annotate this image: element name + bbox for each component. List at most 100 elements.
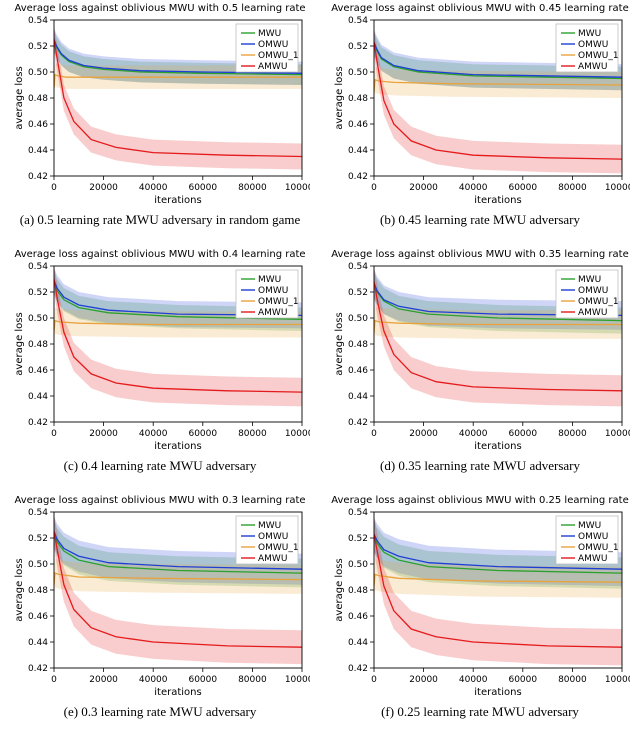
svg-text:0: 0: [371, 675, 377, 685]
svg-text:0.52: 0.52: [348, 534, 368, 544]
svg-text:40000: 40000: [459, 183, 488, 193]
svg-text:0.54: 0.54: [28, 16, 48, 26]
svg-text:0.48: 0.48: [28, 586, 48, 596]
plot-svg: 0.420.440.460.480.500.520.54020000400006…: [10, 16, 310, 206]
svg-text:0.54: 0.54: [348, 16, 368, 26]
plot-wrap: Average loss against oblivious MWU with …: [10, 248, 310, 452]
svg-text:80000: 80000: [238, 183, 267, 193]
svg-text:20000: 20000: [89, 183, 118, 193]
svg-text:20000: 20000: [409, 183, 438, 193]
ylabel: average loss: [334, 66, 345, 129]
svg-text:60000: 60000: [188, 675, 217, 685]
legend-label-MWU: MWU: [258, 275, 281, 285]
svg-text:0: 0: [51, 429, 57, 439]
svg-text:0.48: 0.48: [348, 94, 368, 104]
svg-text:60000: 60000: [508, 675, 537, 685]
plot-title: Average loss against oblivious MWU with …: [10, 494, 310, 508]
svg-text:40000: 40000: [139, 675, 168, 685]
svg-text:40000: 40000: [459, 675, 488, 685]
plot-svg: 0.420.440.460.480.500.520.54020000400006…: [330, 262, 630, 452]
plot-svg: 0.420.440.460.480.500.520.54020000400006…: [10, 508, 310, 698]
plot-wrap: Average loss against oblivious MWU with …: [330, 2, 630, 206]
legend-label-MWU: MWU: [258, 521, 281, 531]
caption-f: (f) 0.25 learning rate MWU adversary: [381, 704, 579, 722]
caption-b: (b) 0.45 learning rate MWU adversary: [380, 212, 580, 230]
svg-text:0.44: 0.44: [348, 146, 368, 156]
svg-text:0.54: 0.54: [28, 508, 48, 518]
svg-text:100000: 100000: [605, 675, 630, 685]
svg-text:0.44: 0.44: [28, 146, 48, 156]
legend-label-AMWU: AMWU: [258, 308, 287, 318]
svg-text:40000: 40000: [139, 183, 168, 193]
svg-text:0.48: 0.48: [28, 94, 48, 104]
panel-a: Average loss against oblivious MWU with …: [0, 0, 320, 246]
xlabel: iterations: [474, 195, 521, 206]
plot-title: Average loss against oblivious MWU with …: [330, 248, 630, 262]
svg-text:0: 0: [371, 183, 377, 193]
svg-text:0.42: 0.42: [348, 172, 368, 182]
legend-label-OMWU_1: OMWU_1: [258, 51, 299, 61]
legend-label-OMWU_1: OMWU_1: [578, 543, 619, 553]
legend-label-OMWU_1: OMWU_1: [578, 297, 619, 307]
plot-wrap: Average loss against oblivious MWU with …: [10, 2, 310, 206]
plot-title: Average loss against oblivious MWU with …: [330, 2, 630, 16]
svg-text:0.46: 0.46: [348, 120, 368, 130]
plot-wrap: Average loss against oblivious MWU with …: [330, 494, 630, 698]
svg-text:20000: 20000: [89, 675, 118, 685]
panel-f: Average loss against oblivious MWU with …: [320, 492, 640, 738]
svg-text:40000: 40000: [139, 429, 168, 439]
svg-text:0: 0: [371, 429, 377, 439]
legend-label-OMWU: OMWU: [578, 532, 608, 542]
svg-text:0.46: 0.46: [28, 120, 48, 130]
panel-d: Average loss against oblivious MWU with …: [320, 246, 640, 492]
svg-text:0.50: 0.50: [28, 560, 48, 570]
xlabel: iterations: [474, 687, 521, 698]
legend-label-MWU: MWU: [578, 275, 601, 285]
svg-text:0.52: 0.52: [348, 42, 368, 52]
caption-a: (a) 0.5 learning rate MWU adversary in r…: [20, 212, 300, 230]
ylabel: average loss: [334, 558, 345, 621]
svg-text:0.48: 0.48: [28, 340, 48, 350]
plot-wrap: Average loss against oblivious MWU with …: [330, 248, 630, 452]
legend-label-AMWU: AMWU: [578, 62, 607, 72]
svg-text:0.44: 0.44: [348, 392, 368, 402]
svg-text:0.46: 0.46: [28, 366, 48, 376]
panel-b: Average loss against oblivious MWU with …: [320, 0, 640, 246]
legend-label-OMWU: OMWU: [578, 286, 608, 296]
svg-text:0.44: 0.44: [348, 638, 368, 648]
svg-text:100000: 100000: [285, 183, 310, 193]
svg-text:0.54: 0.54: [28, 262, 48, 272]
legend-label-OMWU: OMWU: [258, 532, 288, 542]
legend-label-OMWU_1: OMWU_1: [258, 543, 299, 553]
svg-text:0.50: 0.50: [348, 314, 368, 324]
svg-text:0.48: 0.48: [348, 586, 368, 596]
svg-text:40000: 40000: [459, 429, 488, 439]
svg-text:0.42: 0.42: [28, 418, 48, 428]
svg-text:0.46: 0.46: [348, 366, 368, 376]
svg-text:0.54: 0.54: [348, 262, 368, 272]
svg-text:20000: 20000: [409, 675, 438, 685]
svg-text:0.48: 0.48: [348, 340, 368, 350]
svg-text:0.50: 0.50: [348, 68, 368, 78]
legend-label-AMWU: AMWU: [258, 554, 287, 564]
ylabel: average loss: [14, 558, 25, 621]
svg-text:0: 0: [51, 183, 57, 193]
svg-text:100000: 100000: [285, 675, 310, 685]
svg-text:0.52: 0.52: [348, 288, 368, 298]
svg-text:0.52: 0.52: [28, 42, 48, 52]
legend-label-MWU: MWU: [258, 29, 281, 39]
svg-text:0.42: 0.42: [348, 664, 368, 674]
legend-label-OMWU: OMWU: [258, 286, 288, 296]
legend-label-OMWU: OMWU: [578, 40, 608, 50]
svg-text:80000: 80000: [238, 429, 267, 439]
legend-label-AMWU: AMWU: [578, 554, 607, 564]
xlabel: iterations: [154, 687, 201, 698]
svg-text:0.46: 0.46: [28, 612, 48, 622]
ylabel: average loss: [14, 312, 25, 375]
panel-c: Average loss against oblivious MWU with …: [0, 246, 320, 492]
svg-text:60000: 60000: [508, 183, 537, 193]
svg-text:80000: 80000: [238, 675, 267, 685]
legend-label-OMWU: OMWU: [258, 40, 288, 50]
svg-text:100000: 100000: [605, 429, 630, 439]
svg-text:60000: 60000: [188, 429, 217, 439]
